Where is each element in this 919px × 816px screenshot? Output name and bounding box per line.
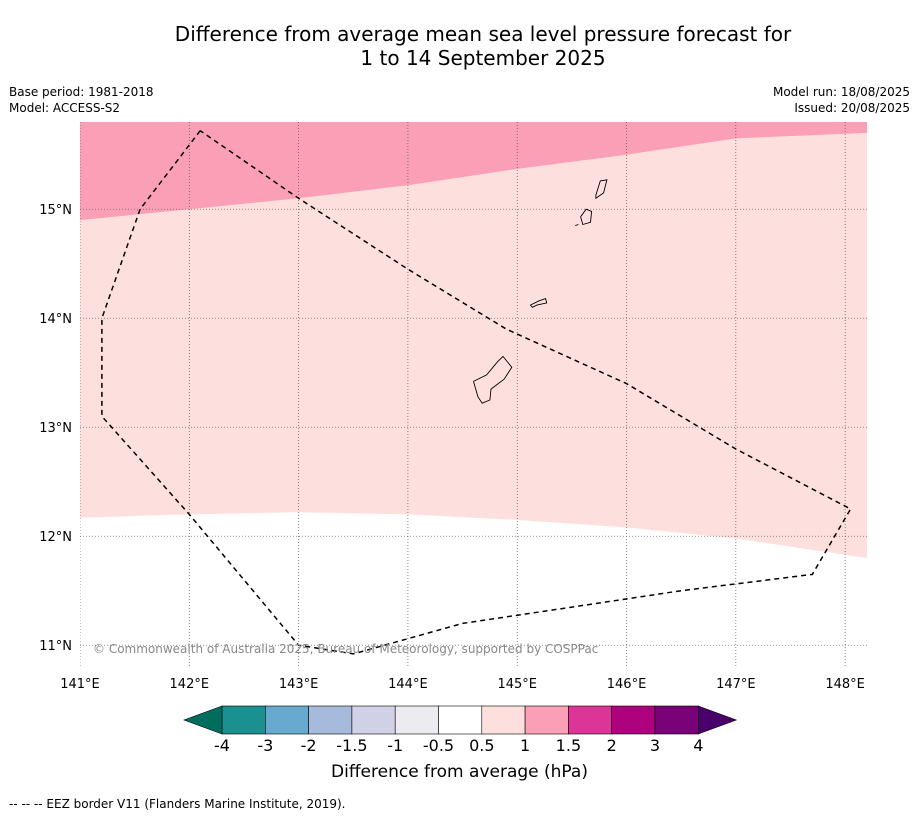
meta-right: Model run: 18/08/2025 Issued: 20/08/2025	[773, 84, 910, 116]
island-outline	[595, 179, 608, 200]
colorbar-tick-label: -2	[301, 736, 317, 755]
colorbar: -4 -3 -2 -1.5 -1 -0.5 0.5 1 1.5 2 3 4	[183, 705, 738, 755]
colorbar-segment	[524, 705, 569, 735]
lon-tick-label: 143°E	[279, 677, 319, 692]
colorbar-high-arrow	[697, 705, 738, 735]
colorbar-segment	[264, 705, 309, 735]
issued-text: Issued: 20/08/2025	[794, 101, 910, 115]
copyright-text: © Commonwealth of Australia 2025, Bureau…	[93, 642, 598, 656]
title-line-2: 1 to 14 September 2025	[360, 46, 606, 70]
colorbar-segment	[611, 705, 656, 735]
island-outline	[473, 355, 513, 404]
colorbar-tick-label: 4	[693, 736, 703, 755]
colorbar-tick-label: -1.5	[336, 736, 367, 755]
band-above-1	[80, 122, 867, 221]
base-period-text: Base period: 1981-2018	[9, 85, 154, 99]
longitude-ticks: 141°E 142°E 143°E 144°E 145°E 146°E 147°E 148°E	[60, 677, 865, 692]
model-run-text: Model run: 18/08/2025	[772, 85, 910, 99]
lon-tick-label: 145°E	[497, 677, 537, 692]
map-figure: © Commonwealth of Australia 2025, Bureau…	[39, 122, 867, 755]
colorbar-tick-label: -4	[214, 736, 230, 755]
colorbar-segment	[308, 705, 353, 735]
colorbar-tick-label: 2	[607, 736, 617, 755]
meta-left: Base period: 1981-2018 Model: ACCESS-S2	[9, 84, 154, 116]
colorbar-tick-label: -0.5	[423, 736, 454, 755]
graticule	[80, 122, 867, 667]
model-text: Model: ACCESS-S2	[9, 101, 121, 115]
island-outline	[529, 298, 548, 308]
colorbar-segment	[221, 705, 266, 735]
map-area: © Commonwealth of Australia 2025, Bureau…	[80, 122, 867, 667]
band-0-5-to-1	[80, 122, 867, 558]
island-outline	[575, 224, 579, 227]
lon-tick-label: 144°E	[388, 677, 428, 692]
colorbar-tick-label: 1.5	[556, 736, 581, 755]
chart-title: Difference from average mean sea level p…	[60, 22, 906, 70]
lat-tick-label: 12°N	[39, 530, 72, 545]
lon-tick-label: 141°E	[60, 677, 100, 692]
island-outline	[580, 208, 593, 226]
colorbar-segment	[654, 705, 699, 735]
lon-tick-label: 147°E	[716, 677, 756, 692]
colorbar-tick-label: -1	[387, 736, 403, 755]
colorbar-tick-label: 0.5	[469, 736, 494, 755]
colorbar-tick-label: 3	[650, 736, 660, 755]
lat-tick-label: 14°N	[39, 312, 72, 327]
colorbar-tick-label: -3	[257, 736, 273, 755]
colorbar-segment	[351, 705, 396, 735]
colorbar-segment	[438, 705, 483, 735]
colorbar-segment	[481, 705, 526, 735]
lon-tick-label: 146°E	[607, 677, 647, 692]
colorbar-segment	[394, 705, 439, 735]
lon-tick-label: 142°E	[170, 677, 210, 692]
colorbar-tick-label: 1	[520, 736, 530, 755]
lat-tick-label: 11°N	[39, 639, 72, 654]
colorbar-title: Difference from average (hPa)	[331, 762, 588, 782]
colorbar-segment	[568, 705, 613, 735]
islands	[473, 179, 608, 404]
lat-tick-label: 13°N	[39, 421, 72, 436]
lat-tick-label: 15°N	[39, 203, 72, 218]
lon-tick-label: 148°E	[825, 677, 865, 692]
eez-border-line	[101, 130, 852, 655]
colorbar-low-arrow	[183, 705, 223, 735]
latitude-ticks: 15°N 14°N 13°N 12°N 11°N	[39, 203, 72, 654]
footer-note: -- -- -- EEZ border V11 (Flanders Marine…	[9, 797, 346, 811]
title-line-1: Difference from average mean sea level p…	[174, 22, 792, 46]
